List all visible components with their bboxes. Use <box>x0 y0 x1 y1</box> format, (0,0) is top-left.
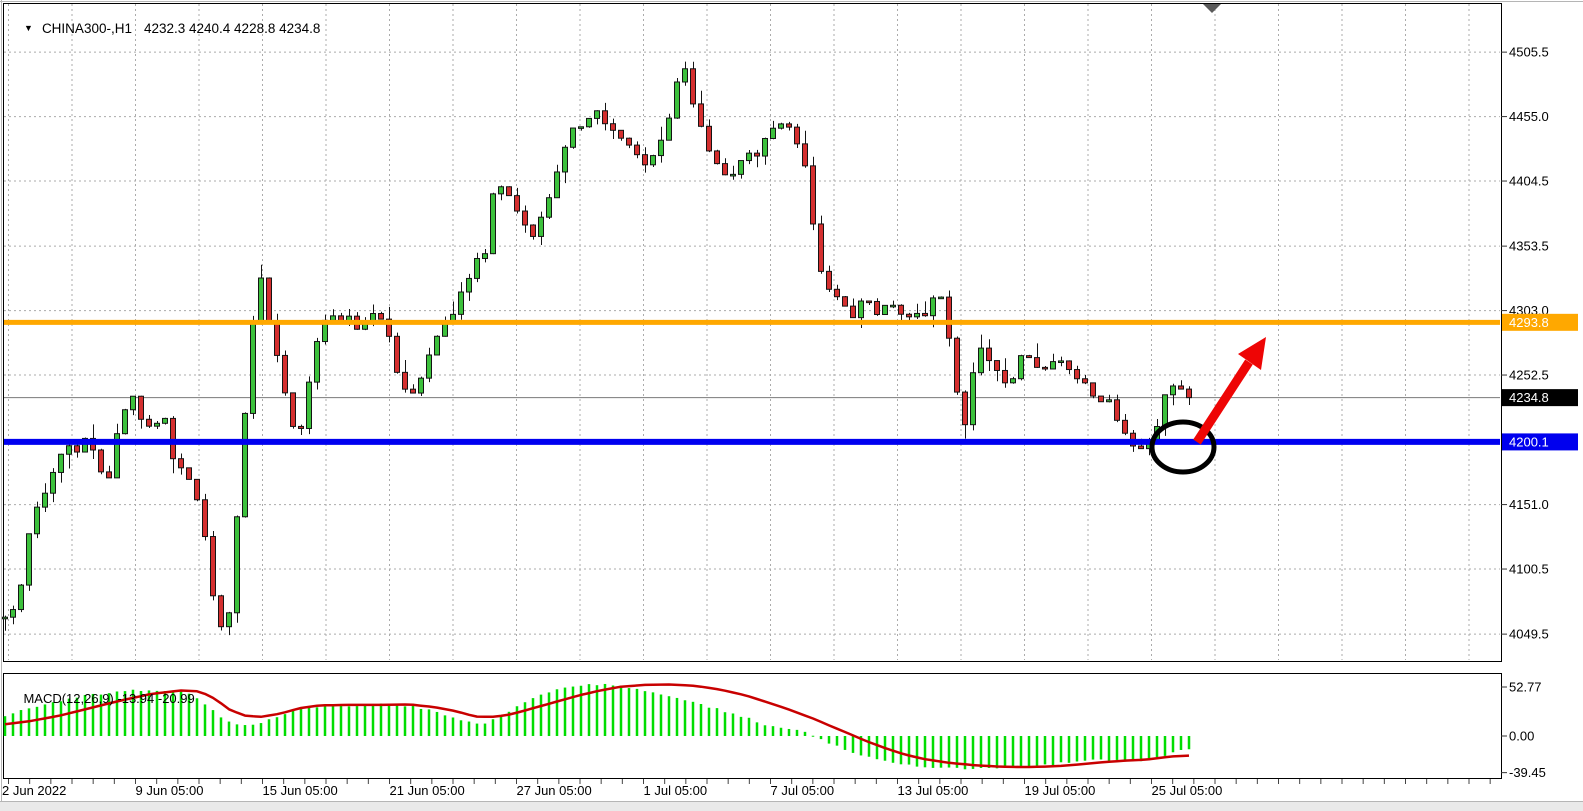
price-axis-label: 4353.5 <box>1509 239 1549 254</box>
svg-text:4200.1: 4200.1 <box>1509 434 1549 449</box>
macd-indicator-label: MACD(12,26,9) -13.94 -20.99 <box>9 676 195 721</box>
chart-title: ▼ CHINA300-,H1 4232.3 4240.4 4228.8 4234.8 <box>9 6 320 51</box>
main-chart-panel <box>2 3 1502 777</box>
price-axis-label: 4151.0 <box>1509 497 1549 512</box>
highlight-ellipse-annotation[interactable] <box>1149 419 1217 475</box>
time-axis-label: 7 Jul 05:00 <box>771 783 835 798</box>
symbol-period-label: CHINA300-,H1 <box>41 21 132 36</box>
macd-name-label: MACD(12,26,9) <box>23 691 114 706</box>
time-axis-label: 27 Jun 05:00 <box>517 783 592 798</box>
macd-axis-label: -39.45 <box>1509 765 1546 780</box>
time-axis-label: 19 Jul 05:00 <box>1025 783 1096 798</box>
price-axis: 4505.54455.04404.54353.54303.04252.54151… <box>1501 45 1578 642</box>
time-axis-label: 9 Jun 05:00 <box>136 783 204 798</box>
support-price-badge: 4200.1 <box>1502 433 1578 451</box>
svg-text:4293.8: 4293.8 <box>1509 315 1549 330</box>
time-axis-label: 1 Jul 05:00 <box>644 783 708 798</box>
window-bottom-strip <box>0 801 1583 811</box>
resistance-price-badge: 4293.8 <box>1502 313 1578 331</box>
arrow-head-icon <box>1238 337 1266 370</box>
time-axis: 2 Jun 2022 9 Jun 05:00 15 Jun 05:00 21 Jun … <box>2 779 1491 798</box>
macd-indicator-panel <box>3 673 1502 779</box>
price-axis-label: 4049.5 <box>1509 627 1549 642</box>
macd-axis-label: 52.77 <box>1509 679 1542 694</box>
time-axis-label: 13 Jul 05:00 <box>898 783 969 798</box>
collapse-triangle-icon[interactable]: ▼ <box>24 23 33 33</box>
chart-shift-marker-icon[interactable] <box>1203 4 1221 13</box>
price-axis-label: 4252.5 <box>1509 368 1549 383</box>
price-axis-label: 4505.5 <box>1509 45 1549 60</box>
macd-axis: 52.77 0.00 -39.45 <box>1501 679 1546 780</box>
time-axis-label: 25 Jul 05:00 <box>1152 783 1223 798</box>
macd-signal-line <box>4 683 1190 769</box>
chart-plot-area[interactable] <box>3 3 1502 662</box>
macd-values-label: -13.94 -20.99 <box>117 691 195 706</box>
breakout-arrow-annotation[interactable] <box>1193 337 1266 445</box>
price-axis-label: 4404.5 <box>1509 174 1549 189</box>
time-axis-label: 21 Jun 05:00 <box>390 783 465 798</box>
svg-text:4234.8: 4234.8 <box>1509 390 1549 405</box>
macd-axis-label: 0.00 <box>1509 729 1534 744</box>
price-axis-label: 4100.5 <box>1509 562 1549 577</box>
price-axis-label: 4455.0 <box>1509 109 1549 124</box>
ohlc-quote-label: 4232.3 4240.4 4228.8 4234.8 <box>143 21 321 36</box>
time-axis-label: 15 Jun 05:00 <box>263 783 338 798</box>
time-axis-label: 2 Jun 2022 <box>2 783 66 798</box>
current-price-badge: 4234.8 <box>1502 389 1578 407</box>
